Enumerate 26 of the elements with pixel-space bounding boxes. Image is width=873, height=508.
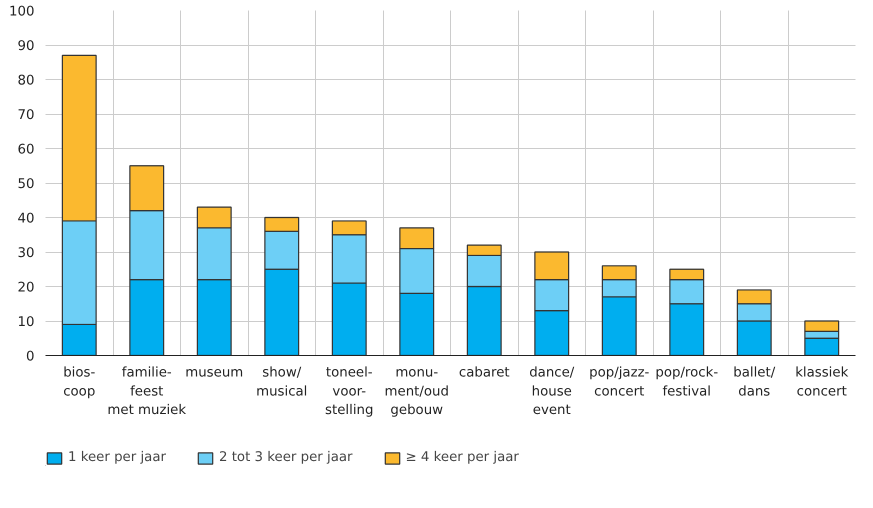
y-tick-label: 40 — [18, 212, 35, 226]
x-tick-label: pop/jazz- concert — [589, 366, 650, 400]
y-tick-label: 70 — [18, 108, 35, 123]
x-tick-label: show/ musical — [256, 366, 308, 400]
x-tick-label: museum — [185, 366, 244, 380]
y-tick-label: 10 — [18, 315, 35, 330]
y-tick-label: 20 — [18, 280, 35, 296]
x-tick-label: klassiek concert — [795, 366, 849, 400]
legend-label: ≥ 4 keer per jaar — [406, 450, 519, 465]
x-tick-label: familie- feest met muziek — [107, 366, 186, 418]
y-tick-label: 0 — [26, 350, 35, 364]
x-tick-label: monu- ment/oud gebouw — [384, 366, 449, 418]
y-tick-label: 80 — [18, 74, 35, 88]
x-tick-label: cabaret — [458, 366, 510, 380]
x-tick-label: toneel- voor- stelling — [325, 366, 374, 418]
x-tick-label: dance/ house event — [529, 366, 575, 418]
y-tick-label: 90 — [18, 39, 35, 54]
x-tick-label: ballet/ dans — [733, 366, 776, 400]
x-tick-label: bios- coop — [63, 366, 96, 400]
y-tick-label: 100 — [9, 4, 35, 20]
y-tick-label: 50 — [18, 177, 35, 192]
legend-label: 1 keer per jaar — [68, 450, 166, 465]
x-tick-label: pop/rock- festival — [655, 366, 718, 400]
y-tick-label: 30 — [18, 246, 35, 261]
y-tick-label: 60 — [18, 142, 35, 158]
legend-label: 2 tot 3 keer per jaar — [218, 450, 353, 465]
